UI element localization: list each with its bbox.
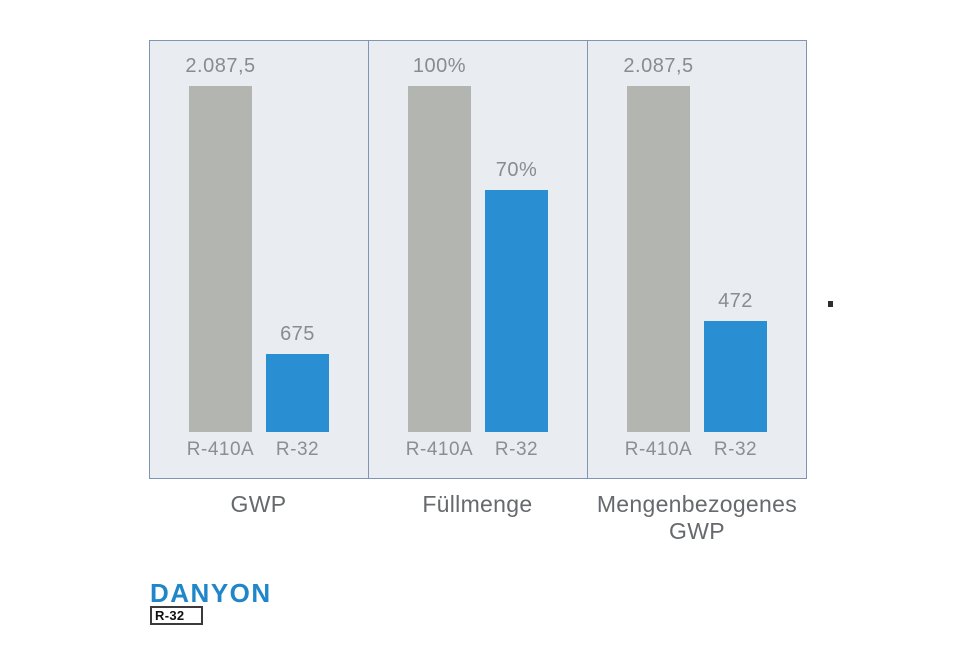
bar-group: 100% R-410A 70% R-32: [405, 41, 548, 478]
bar-category-label: R-32: [494, 439, 539, 460]
bar-r410a: [627, 86, 690, 432]
bar-column-r410a: 100% R-410A: [405, 55, 474, 478]
danyon-logo: DANYON: [150, 578, 272, 608]
bar-category-label: R-32: [713, 439, 758, 460]
bar-category-label: R-32: [275, 439, 320, 460]
panel-title-gwp: GWP: [230, 491, 287, 517]
bar-value-label: 100%: [412, 55, 467, 77]
bar-category-label: R-410A: [405, 439, 474, 460]
panel-titles-row: GWP Füllmenge Mengenbezogenes GWP: [149, 491, 807, 545]
bar-group: 2.087,5 R-410A 472 R-32: [623, 41, 767, 478]
bar-column-r410a: 2.087,5 R-410A: [185, 55, 255, 478]
bar-value-label: 2.087,5: [185, 55, 256, 77]
bar-value-label: 675: [280, 323, 315, 345]
bar-value-label: 2.087,5: [623, 55, 694, 77]
panel-title-mengenbezogenes-gwp: Mengenbezogenes GWP: [596, 491, 798, 544]
bar-r32: [704, 321, 767, 432]
comparison-chart: 2.087,5 R-410A 675 R-32 100% R-410A: [149, 40, 807, 479]
bar-value-label: 70%: [495, 159, 538, 181]
bar-column-r410a: 2.087,5 R-410A: [623, 55, 693, 478]
bar-r410a: [408, 86, 471, 432]
bar-r410a: [189, 86, 252, 432]
r32-badge: R-32: [150, 606, 203, 625]
bar-column-r32: 472 R-32: [704, 290, 767, 478]
bar-value-label: 472: [718, 290, 753, 312]
bar-r32: [485, 190, 548, 432]
bar-column-r32: 70% R-32: [485, 159, 548, 478]
bar-group: 2.087,5 R-410A 675 R-32: [185, 41, 329, 478]
chart-panel-mengenbezogenes-gwp: 2.087,5 R-410A 472 R-32: [587, 41, 806, 478]
chart-panel-fuellmenge: 100% R-410A 70% R-32: [368, 41, 587, 478]
bar-category-label: R-410A: [624, 439, 693, 460]
stray-dot: [828, 301, 833, 307]
chart-panel-gwp: 2.087,5 R-410A 675 R-32: [150, 41, 368, 478]
bar-r32: [266, 354, 329, 432]
bar-category-label: R-410A: [186, 439, 255, 460]
panel-title-fuellmenge: Füllmenge: [422, 491, 533, 517]
bar-column-r32: 675 R-32: [266, 323, 329, 478]
